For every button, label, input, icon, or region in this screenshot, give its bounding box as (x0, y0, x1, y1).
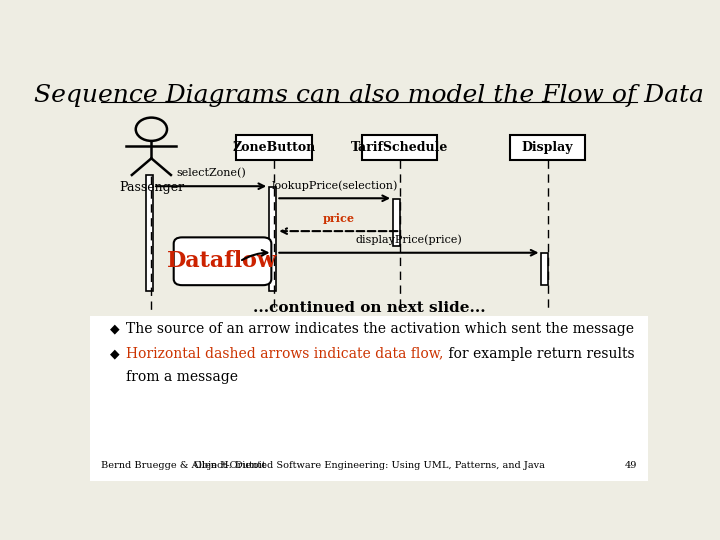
Text: Object-Oriented Software Engineering: Using UML, Patterns, and Java: Object-Oriented Software Engineering: Us… (194, 461, 544, 470)
Text: Bernd Bruegge & Allen H. Dutoit: Bernd Bruegge & Allen H. Dutoit (101, 461, 266, 470)
Text: Horizontal dashed arrows indicate data flow,: Horizontal dashed arrows indicate data f… (126, 347, 444, 361)
FancyBboxPatch shape (236, 136, 312, 160)
Text: Passenger: Passenger (119, 181, 184, 194)
Text: Sequence Diagrams can also model the Flow of Data: Sequence Diagrams can also model the Flo… (34, 84, 704, 106)
Text: Dataflow: Dataflow (167, 250, 278, 272)
FancyBboxPatch shape (174, 238, 271, 285)
FancyBboxPatch shape (269, 187, 276, 292)
Text: Display: Display (522, 141, 573, 154)
Text: lookupPrice(selection): lookupPrice(selection) (271, 180, 398, 191)
Text: The source of an arrow indicates the activation which sent the message: The source of an arrow indicates the act… (126, 322, 634, 336)
FancyBboxPatch shape (541, 253, 549, 285)
Text: ZoneButton: ZoneButton (233, 141, 316, 154)
FancyBboxPatch shape (362, 136, 437, 160)
FancyBboxPatch shape (392, 199, 400, 246)
FancyBboxPatch shape (146, 175, 153, 292)
Text: for example return results: for example return results (444, 347, 634, 361)
Text: selectZone(): selectZone() (176, 168, 246, 179)
Text: price: price (323, 213, 354, 224)
Text: from a message: from a message (126, 370, 238, 383)
Text: ◆: ◆ (110, 347, 120, 360)
FancyBboxPatch shape (510, 136, 585, 160)
Text: ◆: ◆ (110, 322, 120, 335)
FancyBboxPatch shape (90, 316, 648, 481)
Text: displayPrice(price): displayPrice(price) (356, 235, 462, 245)
Text: ...continued on next slide...: ...continued on next slide... (253, 301, 485, 315)
Text: TarifSchedule: TarifSchedule (351, 141, 449, 154)
Text: 49: 49 (624, 461, 637, 470)
